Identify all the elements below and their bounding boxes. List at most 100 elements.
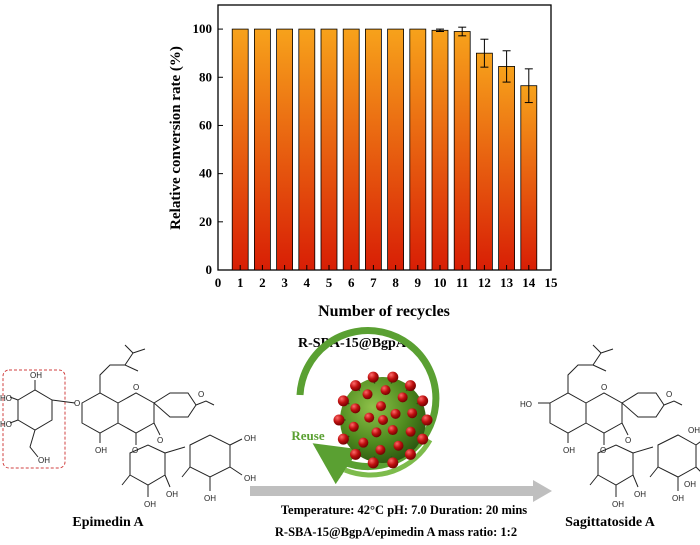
atom-label: O [198,390,204,399]
atom-label: OH [144,500,156,509]
catalyst-sphere-icon [333,371,433,469]
bar [231,28,249,271]
enzyme-bead [333,414,345,426]
x-tick-label: 4 [304,275,311,290]
x-tick-label: 13 [500,275,514,290]
x-tick-label: 5 [326,275,333,290]
atom-label: OH [166,490,178,499]
enzyme-bead [378,415,388,425]
enzyme-bead [404,380,416,392]
enzyme-beads [333,371,433,469]
substrate-name: Epimedin A [72,515,144,530]
enzyme-bead [362,389,373,400]
reuse-arrow-icon [296,327,440,485]
enzyme-bead [405,426,416,437]
epimedin-a-structure: OH HO HO OH O O O OH O O [0,344,256,509]
y-tick-label: 0 [206,262,213,277]
enzyme-bead [350,380,362,392]
atom-label: OH [30,371,42,380]
reaction-scheme: OH HO HO OH O O O OH O O [0,327,700,539]
reuse-arrow-icon-lower [344,438,433,478]
enzyme-bead [364,412,375,423]
enzyme-bead [367,371,379,383]
enzyme-bead [337,395,349,407]
enzyme-bead [358,437,369,448]
mass-ratio: R-SBA-15@BgpA/epimedin A mass ratio: 1:2 [275,525,517,539]
product-name: Sagittatoside A [565,515,656,530]
enzyme-bead [397,392,408,403]
enzyme-bead [337,433,349,445]
catalyst-name: R-SBA-15@BgpA [298,336,407,351]
atom-label: HO [0,394,12,403]
enzyme-bead [367,457,379,469]
enzyme-bead [421,414,433,426]
x-tick-label: 11 [456,275,468,290]
x-tick-label: 14 [522,275,536,290]
error-bar [502,50,511,83]
x-tick-label: 12 [478,275,491,290]
y-tick-label: 80 [199,69,212,84]
bars [231,28,538,271]
atom-label: OH [204,494,216,503]
process-arrow-icon [250,480,552,502]
error-bars [436,26,533,104]
bar [409,28,427,271]
enzyme-bead [404,448,416,460]
atom-label: O [666,390,672,399]
atom-label: O [74,399,80,408]
enzyme-bead [417,395,429,407]
x-tick-label: 8 [392,275,399,290]
x-axis-title: Number of recycles [318,303,450,320]
x-tick-label: 6 [348,275,355,290]
atom-label: O [133,383,139,392]
x-tick-label: 15 [545,275,559,290]
enzyme-bead [387,425,398,436]
atom-label: O [625,436,631,445]
glucose-highlight-box [2,369,66,469]
reaction-conditions: Temperature: 42°C pH: 7.0 Duration: 20 m… [281,503,527,517]
error-bar [480,38,489,68]
y-ticks: 0 20 40 60 80 100 [193,21,223,277]
atom-label: HO [0,420,12,429]
atom-label: OH [672,494,684,503]
reuse-label: Reuse [291,428,324,443]
y-tick-label: 100 [193,21,213,36]
enzyme-bead [417,433,429,445]
enzyme-bead [407,408,418,419]
bar [387,28,404,271]
atom-label: O [601,383,607,392]
bar [453,31,471,271]
atom-label: OH [38,456,50,465]
enzyme-bead [376,401,387,412]
enzyme-bead [375,444,386,455]
bar [298,28,316,271]
y-tick-label: 20 [199,214,212,229]
x-ticks: 0 1 2 3 4 5 6 7 8 9 10 11 12 13 14 15 [215,265,558,290]
atom-label: OH [563,446,575,455]
x-tick-label: 2 [259,275,266,290]
x-tick-label: 0 [215,275,222,290]
atom-label: OH [612,500,624,509]
plot-frame [217,4,552,271]
enzyme-bead [350,403,361,414]
error-bar [458,26,467,37]
sagittatoside-a-structure: O O HO OH O O OH OH OH OH OH [520,344,700,509]
enzyme-bead [387,371,399,383]
bar [254,28,271,271]
bar [342,28,360,271]
enzyme-bead [390,408,401,419]
enzyme-bead [371,427,382,438]
y-tick-label: 60 [199,117,212,132]
bar [276,28,293,271]
y-axis-title: Relative conversion rate (%) [168,46,184,230]
y-tick-label: 40 [199,166,212,181]
bar [365,28,382,271]
x-tick-label: 9 [415,275,422,290]
bar [476,52,493,271]
atom-label: OH [634,490,646,499]
enzyme-bead [387,457,399,469]
atom-label: HO [520,400,532,409]
atom-label: OH [244,474,256,483]
x-tick-label: 7 [370,275,377,290]
